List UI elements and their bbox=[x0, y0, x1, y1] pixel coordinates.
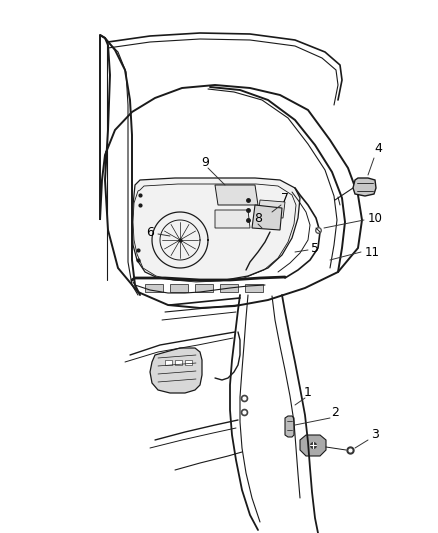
Polygon shape bbox=[170, 284, 188, 292]
Text: 11: 11 bbox=[364, 246, 379, 259]
Text: 6: 6 bbox=[146, 225, 154, 238]
Text: 3: 3 bbox=[371, 429, 379, 441]
Polygon shape bbox=[215, 185, 258, 205]
Text: 7: 7 bbox=[281, 191, 289, 205]
Polygon shape bbox=[185, 360, 192, 365]
Polygon shape bbox=[258, 200, 285, 218]
Polygon shape bbox=[100, 35, 362, 308]
Polygon shape bbox=[145, 284, 163, 292]
Text: 5: 5 bbox=[311, 241, 319, 254]
Text: 8: 8 bbox=[254, 212, 262, 224]
Text: 1: 1 bbox=[304, 385, 312, 399]
Polygon shape bbox=[220, 284, 238, 292]
Polygon shape bbox=[285, 416, 294, 437]
Polygon shape bbox=[300, 435, 326, 456]
Polygon shape bbox=[150, 348, 202, 393]
Polygon shape bbox=[132, 178, 300, 281]
Text: 2: 2 bbox=[331, 406, 339, 418]
Polygon shape bbox=[215, 210, 250, 228]
Text: 10: 10 bbox=[367, 212, 382, 224]
Polygon shape bbox=[353, 178, 376, 196]
Polygon shape bbox=[252, 205, 282, 230]
Polygon shape bbox=[175, 360, 182, 365]
Text: 9: 9 bbox=[201, 156, 209, 168]
Polygon shape bbox=[195, 284, 213, 292]
Polygon shape bbox=[165, 360, 172, 365]
Text: 4: 4 bbox=[374, 141, 382, 155]
Polygon shape bbox=[245, 284, 263, 292]
